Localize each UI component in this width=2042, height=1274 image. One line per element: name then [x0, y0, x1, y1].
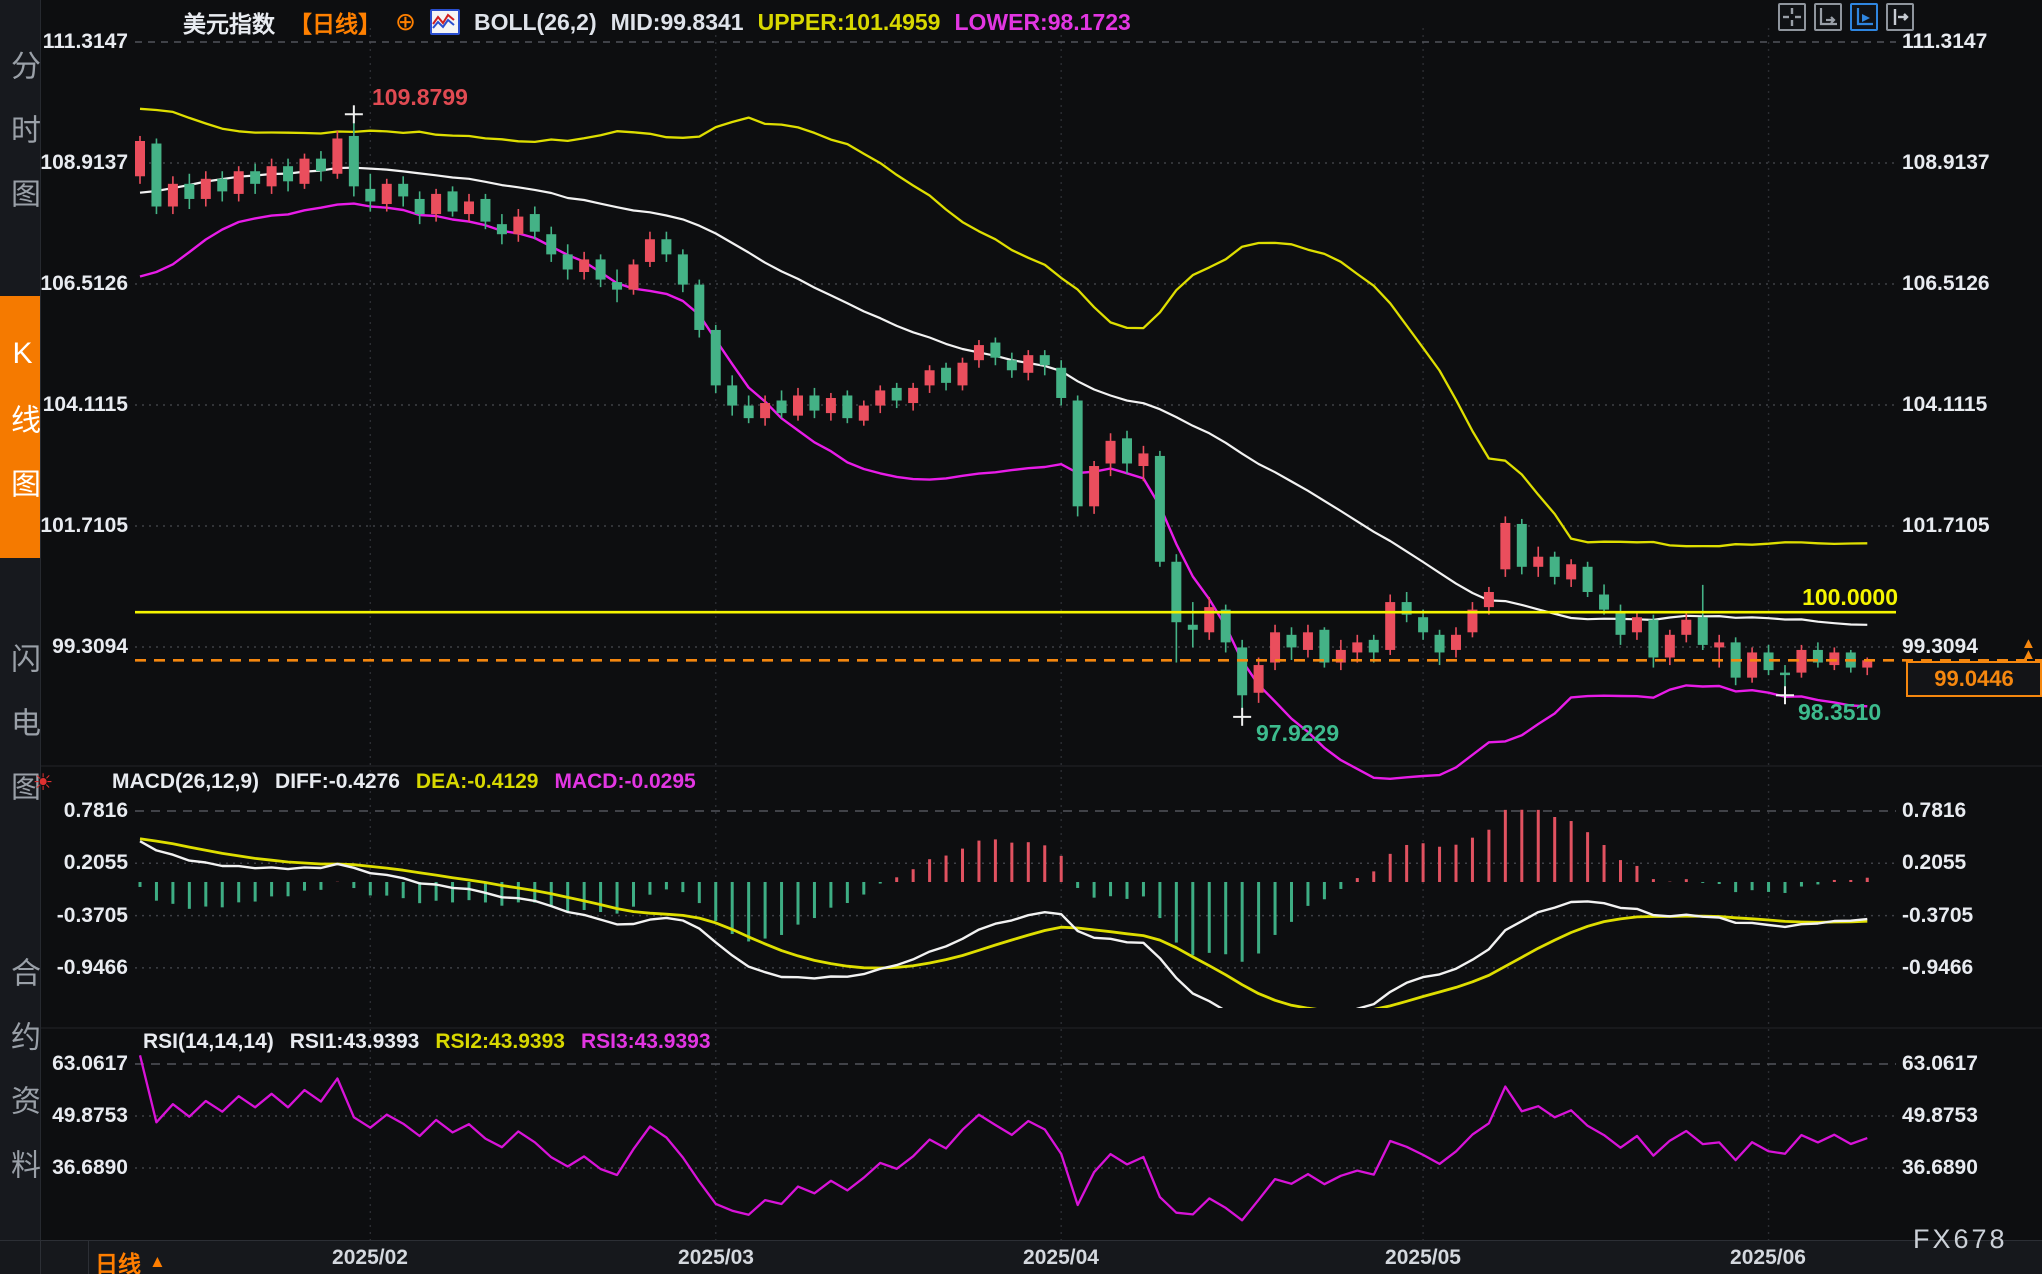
sidebar-item-contract-info[interactable]: 合约资料 [0, 906, 40, 1250]
main-y-axis-label-left: 111.3147 [42, 30, 128, 53]
dropdown-arrow-icon: ▲ [149, 1252, 166, 1271]
main-y-axis-label-right: 104.1115 [1902, 393, 1988, 416]
sidebar-item-time-chart[interactable]: 分时图 [0, 18, 40, 260]
boll-upper-value: UPPER:101.4959 [757, 8, 941, 35]
period-tag: 【日线】 [289, 11, 381, 37]
axis-pointer-icon[interactable] [1850, 3, 1878, 31]
main-y-axis-label-left: 104.1115 [42, 393, 128, 416]
symbol-name: 美元指数 [183, 11, 275, 37]
sidebar-item-lightning-chart[interactable]: 闪电图 [0, 596, 40, 868]
chart-header: 美元指数 【日线】 ⊕ BOLL(26,2) MID:99.8341 UPPER… [183, 5, 1131, 39]
divider [88, 1241, 89, 1274]
sidebar-item-label: 合约资料 [6, 957, 39, 1213]
price-up-arrow-icon: ▲ ▲ [2021, 635, 2036, 663]
rsi-y-axis-label-left: 63.0617 [52, 1052, 128, 1075]
macd-y-axis-label-left: 0.2055 [63, 851, 128, 874]
boll-mid-value: MID:99.8341 [610, 8, 744, 35]
rsi-y-axis-label-right: 63.0617 [1902, 1052, 1978, 1075]
rsi-y-axis-label-right: 36.6890 [1902, 1156, 1978, 1179]
macd-y-axis-label-right: 0.7816 [1902, 799, 1967, 822]
main-y-axis-label-left: 106.5126 [40, 272, 128, 295]
indicator-settings-icon[interactable]: ☀ [32, 769, 54, 795]
add-indicator-icon[interactable]: ⊕ [395, 8, 416, 36]
pan-right-icon[interactable] [1886, 3, 1914, 31]
macd-y-axis-label-left: -0.9466 [56, 956, 128, 979]
rsi-title: RSI(14,14,14) [143, 1030, 274, 1053]
rsi-y-axis-label-right: 49.8753 [1902, 1104, 1978, 1127]
indicator-chart-icon [429, 9, 460, 35]
x-axis-date: 2025/02 [332, 1246, 408, 1269]
sidebar-item-label: 分时图 [6, 50, 39, 242]
watermark: FX678 [1913, 1224, 2008, 1254]
main-y-axis-label-left: 99.3094 [52, 635, 128, 658]
sidebar: 分时图 K线图 闪电图 合约资料 [0, 0, 41, 1274]
crosshair-icon[interactable] [1778, 3, 1806, 31]
sidebar-item-label: 闪电图 [6, 643, 39, 835]
rsi1-value: RSI1:43.9393 [289, 1030, 420, 1053]
macd-diff-value: DIFF:-0.4276 [275, 770, 400, 793]
main-y-axis-label-right: 111.3147 [1902, 30, 1988, 53]
main-y-axis-label-right: 106.5126 [1902, 272, 1990, 295]
rsi3-value: RSI3:43.9393 [580, 1030, 711, 1053]
sidebar-item-kline-chart[interactable]: K线图 [0, 296, 40, 558]
divider [40, 1241, 41, 1274]
macd-title: MACD(26,12,9) [112, 770, 260, 793]
period-label: 日线 [95, 1251, 141, 1274]
period-selector-button[interactable]: 日线 ▲ [95, 1245, 166, 1274]
sidebar-item-label: K线图 [6, 336, 39, 532]
boll-params-label: BOLL(26,2) [473, 8, 597, 35]
x-axis-date: 2025/05 [1385, 1246, 1461, 1269]
x-axis-date: 2025/04 [1023, 1246, 1099, 1269]
macd-y-axis-label-right: -0.3705 [1902, 904, 1974, 927]
axis-scale-icon[interactable] [1814, 3, 1842, 31]
main-y-axis-label-right: 99.3094 [1902, 635, 1978, 658]
round-level-label: 100.0000 [1802, 584, 1898, 610]
macd-dea-value: DEA:-0.4129 [415, 770, 539, 793]
rsi2-value: RSI2:43.9393 [435, 1030, 565, 1053]
boll-lower-value: LOWER:98.1723 [954, 8, 1131, 35]
time-axis-bar: 日线 ▲ [0, 1240, 2042, 1274]
x-axis-date: 2025/03 [678, 1246, 754, 1269]
macd-header: MACD(26,12,9) DIFF:-0.4276 DEA:-0.4129 M… [112, 770, 696, 794]
macd-y-axis-label-left: -0.3705 [56, 904, 128, 927]
macd-y-axis-label-right: -0.9466 [1902, 956, 1974, 979]
last-price-badge: 99.0446 [1906, 661, 2042, 697]
x-axis-date: 2025/06 [1730, 1246, 1806, 1269]
rsi-header: RSI(14,14,14) RSI1:43.9393 RSI2:43.9393 … [143, 1030, 711, 1054]
rsi-y-axis-label-left: 36.6890 [52, 1156, 128, 1179]
macd-y-axis-label-right: 0.2055 [1902, 851, 1967, 874]
main-y-axis-label-left: 108.9137 [40, 151, 128, 174]
macd-y-axis-label-left: 0.7816 [63, 799, 128, 822]
main-y-axis-label-right: 108.9137 [1902, 151, 1990, 174]
main-y-axis-label-left: 101.7105 [40, 514, 128, 537]
low-price-annotation: 97.9229 [1256, 720, 1340, 746]
swing-low-annotation: 98.3510 [1798, 699, 1882, 725]
high-price-annotation: 109.8799 [372, 84, 468, 110]
rsi-y-axis-label-left: 49.8753 [52, 1104, 128, 1127]
main-y-axis-label-right: 101.7105 [1902, 514, 1990, 537]
macd-macd-value: MACD:-0.0295 [554, 770, 696, 793]
